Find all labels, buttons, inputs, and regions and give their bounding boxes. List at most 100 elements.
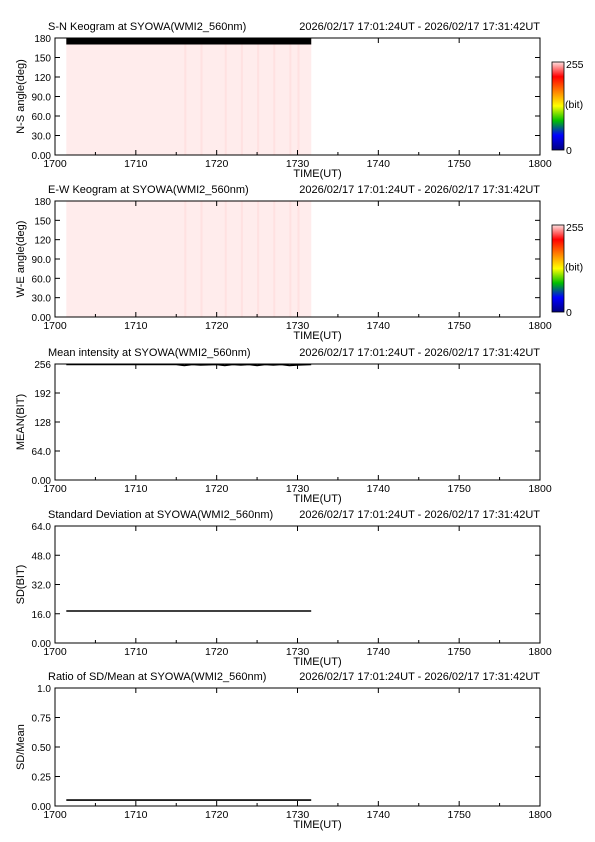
x-tick-label: 1750 [447, 483, 471, 495]
x-tick-label: 1730 [286, 809, 310, 821]
panel-4: 1700 1710 1720 1730 1740 1750 1800 0.00 16.0 32.0… [15, 509, 552, 668]
x-axis-label: TIME(UT) [293, 656, 341, 668]
x-tick-label: 1720 [205, 483, 229, 495]
x-axis-label: TIME(UT) [293, 819, 341, 831]
keogram-streak [240, 201, 243, 317]
keogram-streak [240, 38, 243, 155]
colorbar-max-label: 255 [566, 222, 584, 234]
panel-title: Standard Deviation at SYOWA(WMI2_560nm) [48, 509, 273, 521]
y-tick-label: 128 [34, 418, 51, 429]
keogram-streak [257, 201, 260, 317]
keogram-streak [289, 201, 292, 317]
colorbar [551, 224, 565, 313]
x-tick-label: 1710 [124, 158, 148, 170]
x-tick-label: 1720 [205, 646, 229, 658]
keogram-streak [200, 201, 203, 317]
y-tick-label: 0.50 [32, 743, 52, 754]
keogram-streak [289, 38, 292, 155]
plot-area [55, 364, 540, 480]
y-tick-label: 120 [34, 73, 51, 84]
x-tick-label: 1740 [367, 646, 391, 658]
x-tick-label: 1750 [447, 809, 471, 821]
plot-area [55, 688, 540, 806]
x-tick-label: 1720 [205, 809, 229, 821]
x-tick-label: 1740 [367, 320, 391, 332]
x-tick-label: 1740 [367, 809, 391, 821]
time-range: 2026/02/17 17:01:24UT - 2026/02/17 17:31… [299, 509, 540, 521]
y-tick-label: 256 [34, 360, 51, 371]
keogram-top-band [66, 38, 312, 45]
y-tick-label: 150 [34, 54, 51, 65]
y-tick-label: 60.0 [32, 112, 52, 123]
y-tick-label: 0.00 [32, 313, 52, 324]
plot-area [55, 526, 540, 643]
y-tick-label: 90.0 [32, 255, 52, 266]
x-tick-label: 1720 [205, 158, 229, 170]
x-tick-label: 1730 [286, 483, 310, 495]
keogram-streak [297, 38, 300, 155]
x-tick-label: 1750 [447, 646, 471, 658]
y-tick-label: 180 [34, 197, 51, 208]
y-axis-label: W-E angle(deg) [15, 221, 27, 298]
x-tick-label: 1710 [124, 483, 148, 495]
y-tick-label: 0.25 [32, 773, 52, 784]
y-tick-label: 0.00 [32, 639, 52, 650]
time-range: 2026/02/17 17:01:24UT - 2026/02/17 17:31… [299, 347, 540, 359]
x-tick-label: 1750 [447, 320, 471, 332]
x-tick-label: 1740 [367, 158, 391, 170]
x-tick-label: 1730 [286, 158, 310, 170]
colorbar [551, 61, 565, 151]
y-tick-label: 0.00 [32, 151, 52, 162]
panel-2: 1700 1710 1720 1730 1740 1750 1800 0.00 30.0 60.0… [15, 184, 584, 342]
keogram-streak [257, 38, 260, 155]
keogram-streak [224, 38, 227, 155]
colorbar-unit-label: (bit) [565, 99, 583, 111]
y-axis-label: SD(BIT) [15, 565, 27, 605]
x-tick-label: 1700 [43, 483, 67, 495]
y-tick-label: 16.0 [32, 610, 52, 621]
panel-title: S-N Keogram at SYOWA(WMI2_560nm) [48, 21, 246, 33]
y-tick-label: 1.0 [37, 684, 51, 695]
x-tick-label: 1800 [528, 483, 552, 495]
keogram-streak [184, 38, 187, 155]
x-tick-label: 1800 [528, 320, 552, 332]
panel-title: Mean intensity at SYOWA(WMI2_560nm) [48, 347, 251, 359]
y-tick-label: 90.0 [32, 93, 52, 104]
time-range: 2026/02/17 17:01:24UT - 2026/02/17 17:31… [299, 184, 540, 196]
x-tick-label: 1720 [205, 320, 229, 332]
x-tick-label: 1700 [43, 646, 67, 658]
x-tick-label: 1750 [447, 158, 471, 170]
y-tick-label: 0.00 [32, 476, 52, 487]
keogram-fill [66, 201, 312, 317]
x-axis-label: TIME(UT) [293, 493, 341, 505]
x-tick-label: 1700 [43, 320, 67, 332]
x-axis-label: TIME(UT) [293, 330, 341, 342]
x-tick-label: 1710 [124, 320, 148, 332]
keogram-streak [184, 201, 187, 317]
y-tick-label: 64.0 [32, 522, 52, 533]
y-axis-label: MEAN(BIT) [15, 394, 27, 450]
x-tick-label: 1700 [43, 158, 67, 170]
y-tick-label: 180 [34, 34, 51, 45]
colorbar-min-label: 0 [566, 145, 572, 157]
y-axis-label: N-S angle(deg) [15, 59, 27, 134]
y-tick-label: 48.0 [32, 551, 52, 562]
keogram-streak [224, 201, 227, 317]
panel-title: Ratio of SD/Mean at SYOWA(WMI2_560nm) [48, 671, 266, 683]
x-tick-label: 1710 [124, 646, 148, 658]
y-tick-label: 0.75 [32, 714, 52, 725]
x-axis-label: TIME(UT) [293, 168, 341, 180]
panel-3: 1700 1710 1720 1730 1740 1750 1800 0.00 64.0 128 1… [15, 347, 552, 505]
y-tick-label: 30.0 [32, 294, 52, 305]
x-tick-label: 1800 [528, 646, 552, 658]
x-tick-label: 1710 [124, 809, 148, 821]
y-tick-label: 120 [34, 236, 51, 247]
y-tick-label: 60.0 [32, 274, 52, 285]
panel-1: 1700 1710 1720 1730 1740 1750 180 0 0.00 30.0 60.0… [15, 21, 584, 180]
colorbar-max-label: 255 [566, 59, 584, 71]
y-axis-label: SD/Mean [15, 724, 27, 770]
y-tick-label: 30.0 [32, 132, 52, 143]
keogram-streak [297, 201, 300, 317]
x-tick-label: 1730 [286, 320, 310, 332]
